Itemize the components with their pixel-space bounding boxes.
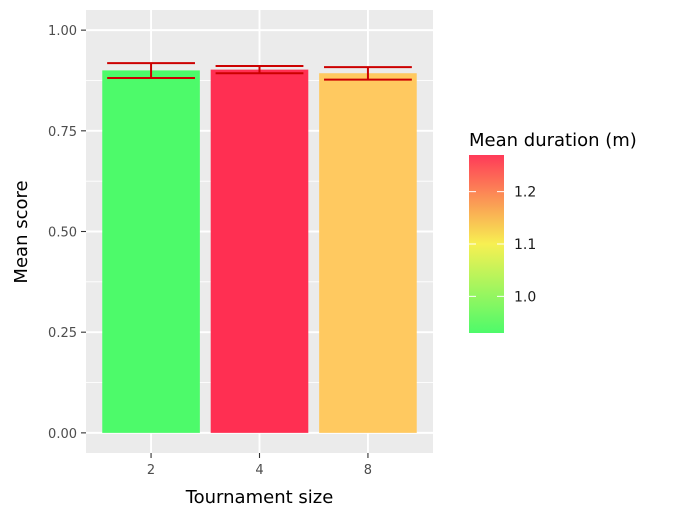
x-axis: 2 4 8 [147,453,372,478]
y-axis: 0.00 0.25 0.50 0.75 1.00 [48,24,86,442]
y-tick-label: 0.50 [48,226,77,241]
bars [102,69,417,433]
error-bar-8 [324,66,412,81]
x-tick-label: 4 [255,463,263,478]
x-tick-label: 2 [147,463,155,478]
y-tick-label: 1.00 [48,24,77,39]
y-tick-label: 0.25 [48,326,77,341]
error-bar-2 [107,62,195,80]
legend-tick-label: 1.0 [514,289,536,305]
y-tick-label: 0.75 [48,125,77,140]
y-tick-label: 0.00 [48,427,77,442]
error-bars [107,62,412,81]
y-axis-title: Mean score [11,180,32,283]
x-axis-title: Tournament size [185,487,334,508]
legend-title: Mean duration (m) [469,130,637,151]
bar-8 [319,73,417,433]
x-tick-label: 8 [364,463,372,478]
legend-tick-label: 1.1 [514,237,536,253]
error-bar-4 [215,64,304,75]
bar-2 [102,70,200,433]
color-legend: Mean duration (m) 1.0 1.1 1.2 [469,130,637,333]
bar-4 [210,69,309,433]
legend-tick-label: 1.2 [514,185,536,201]
